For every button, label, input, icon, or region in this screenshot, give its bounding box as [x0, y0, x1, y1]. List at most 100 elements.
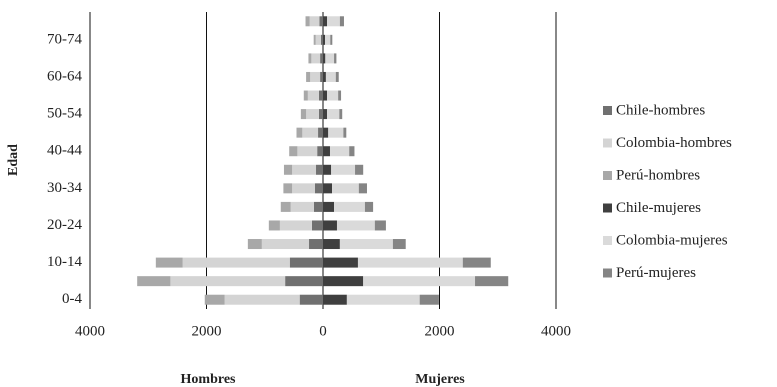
bar-segment: [325, 34, 331, 45]
bar-segment: [323, 257, 358, 268]
bar-segment: [320, 53, 323, 64]
bar-segment: [182, 257, 290, 268]
legend-label: Chile-hombres: [616, 102, 705, 118]
bar-segment: [374, 220, 386, 231]
bar-segment: [305, 16, 310, 27]
bar-segment: [289, 146, 298, 157]
bar-segment: [335, 71, 339, 82]
bar-segment: [311, 53, 321, 64]
y-tick-label: 10-14: [47, 254, 82, 270]
bar-segment: [289, 257, 323, 268]
bar-segment: [357, 257, 463, 268]
bar-segment: [309, 239, 323, 250]
bar-segment: [204, 294, 225, 305]
bar-segment: [327, 16, 340, 27]
legend-label: Colombia-hombres: [616, 135, 732, 151]
bar-segment: [306, 109, 319, 120]
bar-segment: [279, 220, 312, 231]
bar-segment: [419, 294, 439, 305]
bar-segment: [323, 183, 333, 194]
legend-swatch: [603, 171, 612, 180]
bar-segment: [314, 183, 323, 194]
bar-segment: [247, 239, 262, 250]
bar-segment: [224, 294, 300, 305]
y-tick-label: 60-64: [47, 68, 82, 84]
bar-segment: [328, 127, 344, 138]
bar-segment: [475, 276, 509, 287]
bar-segment: [323, 90, 328, 101]
x-axis-title: Mujeres: [415, 372, 465, 387]
bar-segment: [339, 239, 393, 250]
bar-segment: [300, 109, 307, 120]
bar-segment: [339, 109, 343, 120]
y-tick-label: 50-54: [47, 106, 82, 122]
y-tick-label: 70-74: [47, 31, 82, 47]
x-axis-title: Hombres: [181, 372, 237, 387]
bar-segment: [323, 220, 337, 231]
legend-label: Perú-mujeres: [616, 265, 696, 281]
bar-segment: [317, 146, 323, 157]
bar-segment: [323, 109, 328, 120]
bar-segment: [302, 127, 319, 138]
bar-segment: [338, 90, 342, 101]
bar-segment: [299, 294, 323, 305]
bar-segment: [355, 164, 364, 175]
bar-segment: [462, 257, 491, 268]
legend-swatch: [603, 106, 612, 115]
bar-segment: [283, 164, 293, 175]
bar-segment: [292, 164, 317, 175]
y-tick-label: 20-24: [47, 217, 82, 233]
legend-label: Colombia-mujeres: [616, 232, 728, 248]
bar-segment: [311, 220, 323, 231]
bar-segment: [303, 90, 308, 101]
bar-segment: [318, 127, 323, 138]
bar-segment: [306, 71, 311, 82]
bar-segment: [323, 34, 326, 45]
bar-segment: [297, 146, 318, 157]
bar-segment: [323, 146, 330, 157]
bar-segment: [170, 276, 286, 287]
y-tick-label: 30-34: [47, 180, 82, 196]
bar-segment: [325, 71, 336, 82]
bar-segment: [268, 220, 280, 231]
y-axis-title: Edad: [6, 144, 21, 176]
bar-segment: [363, 276, 476, 287]
bar-segment: [323, 201, 335, 212]
bar-segment: [329, 146, 350, 157]
bar-segment: [323, 239, 340, 250]
bar-segment: [323, 164, 332, 175]
y-tick-label: 0-4: [62, 291, 82, 307]
bar-segment: [315, 34, 321, 45]
bar-segment: [313, 34, 316, 45]
bar-segment: [308, 53, 312, 64]
bar-segment: [310, 71, 321, 82]
bar-segment: [307, 90, 319, 101]
x-tick-label: 0: [319, 323, 327, 339]
bar-segment: [331, 164, 356, 175]
bar-segment: [313, 201, 323, 212]
bar-segment: [309, 16, 320, 27]
bar-segment: [320, 71, 323, 82]
bar-segment: [325, 53, 335, 64]
legend-swatch: [603, 138, 612, 148]
legend-label: Chile-mujeres: [616, 200, 701, 216]
bar-segment: [283, 183, 293, 194]
x-tick-label: 4000: [75, 323, 105, 339]
bar-segment: [358, 183, 367, 194]
y-tick-label: 40-44: [47, 143, 82, 159]
bar-segment: [349, 146, 355, 157]
bar-segment: [330, 34, 333, 45]
bar-segment: [316, 164, 323, 175]
bar-segment: [343, 127, 347, 138]
bar-segment: [323, 16, 328, 27]
bar-segment: [323, 127, 329, 138]
bar-segment: [323, 276, 364, 287]
bar-segment: [318, 90, 323, 101]
bar-segment: [336, 220, 375, 231]
bar-segment: [296, 127, 303, 138]
bar-segment: [323, 294, 347, 305]
bar-segment: [346, 294, 420, 305]
bar-segment: [364, 201, 374, 212]
bar-segment: [318, 109, 323, 120]
